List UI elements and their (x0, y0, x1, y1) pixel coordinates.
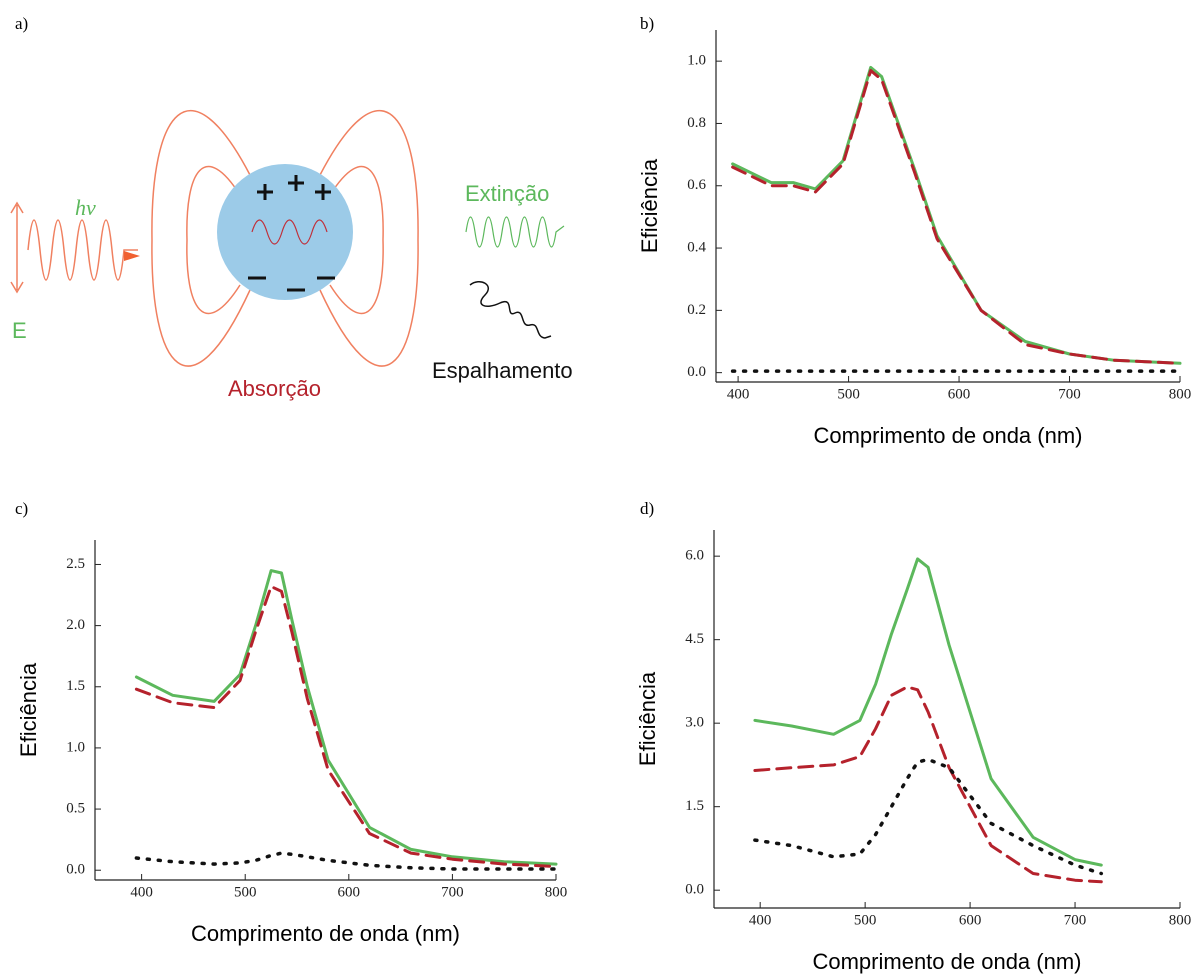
x-axis-title: Comprimento de onda (nm) (813, 423, 1082, 448)
series-line (134, 569, 558, 866)
x-tick-label: 600 (338, 884, 361, 900)
x-tick-label: 700 (1064, 912, 1087, 928)
scattering-label: Espalhamento (432, 358, 573, 383)
internal-wave (251, 219, 328, 245)
scattering-wave (469, 281, 552, 339)
series-line (134, 851, 558, 871)
field-label: E (12, 318, 27, 343)
x-tick-label: 700 (1058, 386, 1081, 402)
series-line (753, 685, 1103, 884)
y-tick-label: 0.4 (687, 239, 706, 255)
y-tick-label: 1.5 (66, 678, 85, 694)
extinction-wave (465, 216, 565, 248)
y-tick-label: 0.5 (66, 801, 85, 817)
y-tick-label: 1.5 (685, 798, 704, 814)
photon-label: hν (75, 195, 96, 220)
extinction-label: Extinção (465, 181, 549, 206)
series-line (731, 65, 1182, 365)
panel-label: d) (640, 499, 654, 518)
x-axis-title: Comprimento de onda (nm) (812, 949, 1081, 974)
y-axis-title: Eficiência (16, 662, 41, 757)
incident-arrowhead (124, 251, 140, 261)
y-axis-title: Eficiência (635, 671, 660, 766)
field-lines (151, 109, 419, 367)
y-tick-label: 2.5 (66, 556, 85, 572)
x-tick-label: 400 (727, 386, 750, 402)
y-tick-label: 2.0 (66, 617, 85, 633)
x-tick-label: 500 (234, 884, 257, 900)
y-tick-label: 3.0 (685, 715, 704, 731)
x-tick-label: 800 (545, 884, 568, 900)
series-line (753, 557, 1103, 867)
series-line (753, 757, 1104, 876)
x-tick-label: 800 (1169, 912, 1192, 928)
y-tick-label: 0.0 (685, 882, 704, 898)
x-tick-label: 500 (854, 912, 877, 928)
diagram: a) hν E Extinção Espalhamento Absorção (10, 14, 573, 401)
x-tick-label: 400 (130, 884, 153, 900)
x-tick-label: 600 (948, 386, 971, 402)
series-line (134, 585, 558, 868)
absorption-label: Absorção (228, 376, 321, 401)
x-tick-label: 800 (1169, 386, 1192, 402)
y-tick-label: 4.5 (685, 631, 704, 647)
y-tick-label: 0.2 (687, 302, 706, 318)
panel-label: a) (15, 14, 28, 33)
chart: c) 0.0 0.5 1.0 1.5 2.0 2.5 400 500 600 700 800 Compr… (15, 499, 567, 946)
y-tick-label: 1.0 (66, 739, 85, 755)
y-tick-label: 1.0 (687, 53, 706, 69)
y-tick-label: 0.8 (687, 115, 706, 131)
y-tick-label: 0.6 (687, 177, 706, 193)
x-tick-label: 700 (441, 884, 464, 900)
chart: b) 0.0 0.2 0.4 0.6 0.8 1.0 400 500 600 700 800 Compr… (637, 14, 1191, 448)
panel-label: c) (15, 499, 28, 518)
particle (217, 164, 353, 300)
x-tick-label: 500 (837, 386, 860, 402)
y-axis-title: Eficiência (637, 158, 662, 253)
chart: d) 0.0 1.5 3.0 4.5 6.0 400 500 600 700 800 Comprime… (635, 499, 1191, 974)
x-axis-title: Comprimento de onda (nm) (191, 921, 460, 946)
y-tick-label: 0.0 (687, 364, 706, 380)
x-tick-label: 400 (749, 912, 772, 928)
panel-label: b) (640, 14, 654, 33)
field-arrow (10, 201, 24, 294)
charges (248, 175, 335, 292)
x-tick-label: 600 (959, 912, 982, 928)
series-line (731, 69, 1182, 365)
y-tick-label: 6.0 (685, 548, 704, 564)
y-tick-label: 0.0 (66, 862, 85, 878)
incident-wave (27, 219, 138, 281)
